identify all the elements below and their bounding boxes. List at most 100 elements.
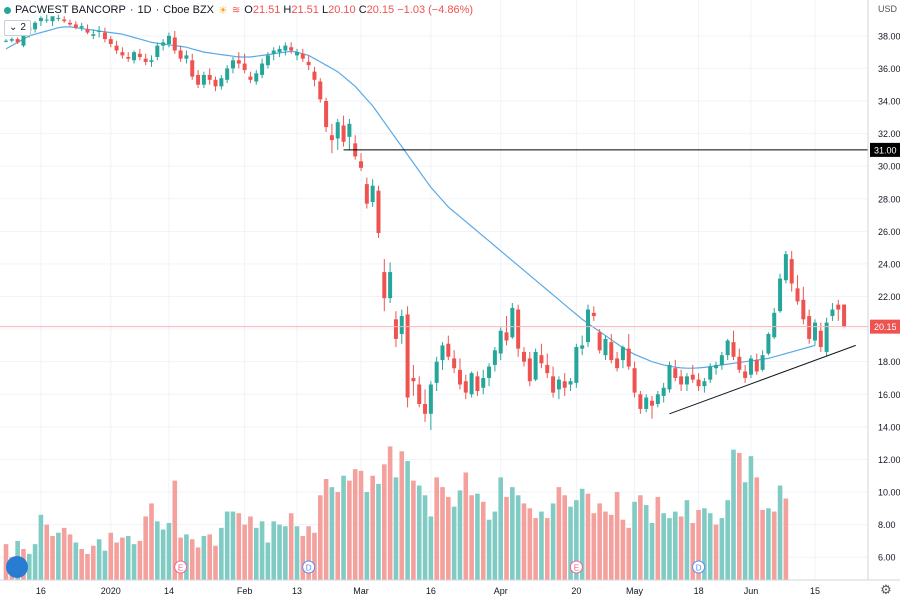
volume-bar [608, 514, 614, 580]
event-marker[interactable]: E [569, 560, 583, 574]
y-tick-label: 12.00 [878, 455, 900, 465]
candle [207, 68, 212, 85]
volume-bar [61, 527, 67, 580]
candle [417, 376, 422, 408]
candle [242, 53, 247, 74]
symbol-name[interactable]: PACWEST BANCORP [15, 4, 126, 16]
candle-body [504, 332, 509, 341]
candle-body [457, 369, 462, 385]
price-axis[interactable]: 6.008.0010.0012.0014.0016.0018.0020.0022… [867, 0, 900, 580]
event-marker-label: D [306, 564, 312, 573]
candle [679, 369, 684, 392]
volume-bar [358, 470, 364, 580]
candle-body [161, 42, 166, 46]
candle [56, 14, 61, 22]
volume-bar [125, 536, 131, 580]
candle [545, 353, 550, 378]
indicators-toggle-button[interactable]: ⌄ 2 [4, 20, 31, 36]
event-marker-circle [302, 560, 316, 574]
y-tick-label: 34.00 [878, 97, 900, 107]
candle [475, 371, 480, 396]
sun-icon: ☀ [218, 4, 228, 17]
candle-body [812, 322, 817, 341]
candle-body [166, 35, 171, 44]
candle-body [772, 312, 777, 338]
volume-bar [189, 539, 195, 580]
candle [510, 303, 515, 339]
candle-body [114, 45, 119, 51]
volume-bar [288, 513, 294, 580]
volume-bar [294, 526, 300, 580]
candle-body [795, 288, 800, 302]
interval[interactable]: 1D [137, 4, 152, 16]
candle-body [719, 355, 724, 365]
candle [33, 21, 38, 33]
volume-bar [335, 492, 341, 580]
event-marker[interactable]: D [302, 560, 316, 574]
volume-bar [579, 488, 585, 580]
candle [562, 373, 567, 396]
volume-bar [446, 496, 451, 580]
exchange-name: Cboe BZX [163, 4, 214, 16]
candle-body [149, 60, 154, 62]
drawn-lines[interactable] [0, 149, 868, 415]
candle-body [155, 45, 160, 58]
candle [591, 306, 596, 321]
y-tick-label: 14.00 [878, 422, 900, 432]
candle [295, 48, 299, 61]
volume-bar [737, 452, 742, 580]
candle-body [289, 47, 294, 51]
x-tick-label: 20 [571, 586, 581, 596]
gear-icon[interactable]: ⚙ [880, 582, 892, 597]
volume-bar [38, 514, 44, 580]
candle-body [68, 22, 73, 25]
event-marker[interactable]: E [174, 560, 188, 574]
candle-body [690, 374, 695, 380]
candle-body [271, 50, 276, 54]
candle [801, 286, 806, 325]
candle [50, 16, 55, 27]
volume-bar [352, 469, 358, 580]
volume-bar [306, 526, 311, 580]
volume-bar [673, 511, 678, 580]
candle-body [126, 57, 131, 59]
x-tick-label: 2020 [101, 586, 121, 596]
tradingview-logo-icon[interactable] [6, 556, 28, 578]
candle [405, 306, 410, 408]
candle-body [295, 52, 299, 56]
volume-bar [486, 519, 492, 580]
candle-body [609, 342, 614, 361]
event-marker[interactable]: D [692, 560, 706, 574]
volume-bar [224, 511, 230, 580]
candle-body [382, 272, 387, 299]
candle [521, 347, 526, 367]
volume-bar [160, 529, 166, 580]
candle-body [452, 358, 457, 369]
volume-bar [655, 496, 661, 580]
candle-body [650, 400, 655, 406]
y-tick-label: 10.00 [878, 488, 900, 498]
volume-bar [32, 544, 38, 580]
volume-bar [422, 495, 428, 580]
y-tick-label: 18.00 [878, 357, 900, 367]
candle [842, 304, 847, 328]
candle [370, 179, 375, 207]
volume-bar [533, 518, 538, 580]
volume-bar [50, 536, 55, 580]
candle [574, 343, 579, 388]
candle [225, 65, 230, 84]
candle-body [388, 272, 393, 299]
candle [708, 363, 713, 383]
trend-line[interactable] [669, 344, 856, 415]
volume-bar [696, 509, 701, 580]
candle-body [475, 376, 480, 392]
time-axis[interactable]: 16 2020 14 Feb 13 Mar 16 Apr 20 May 18 Jun 15 [0, 579, 900, 596]
candle [428, 381, 433, 431]
volume-bar [131, 544, 137, 580]
volume-bar [725, 500, 730, 580]
volume-bar [85, 553, 90, 580]
candle-body [481, 377, 486, 388]
